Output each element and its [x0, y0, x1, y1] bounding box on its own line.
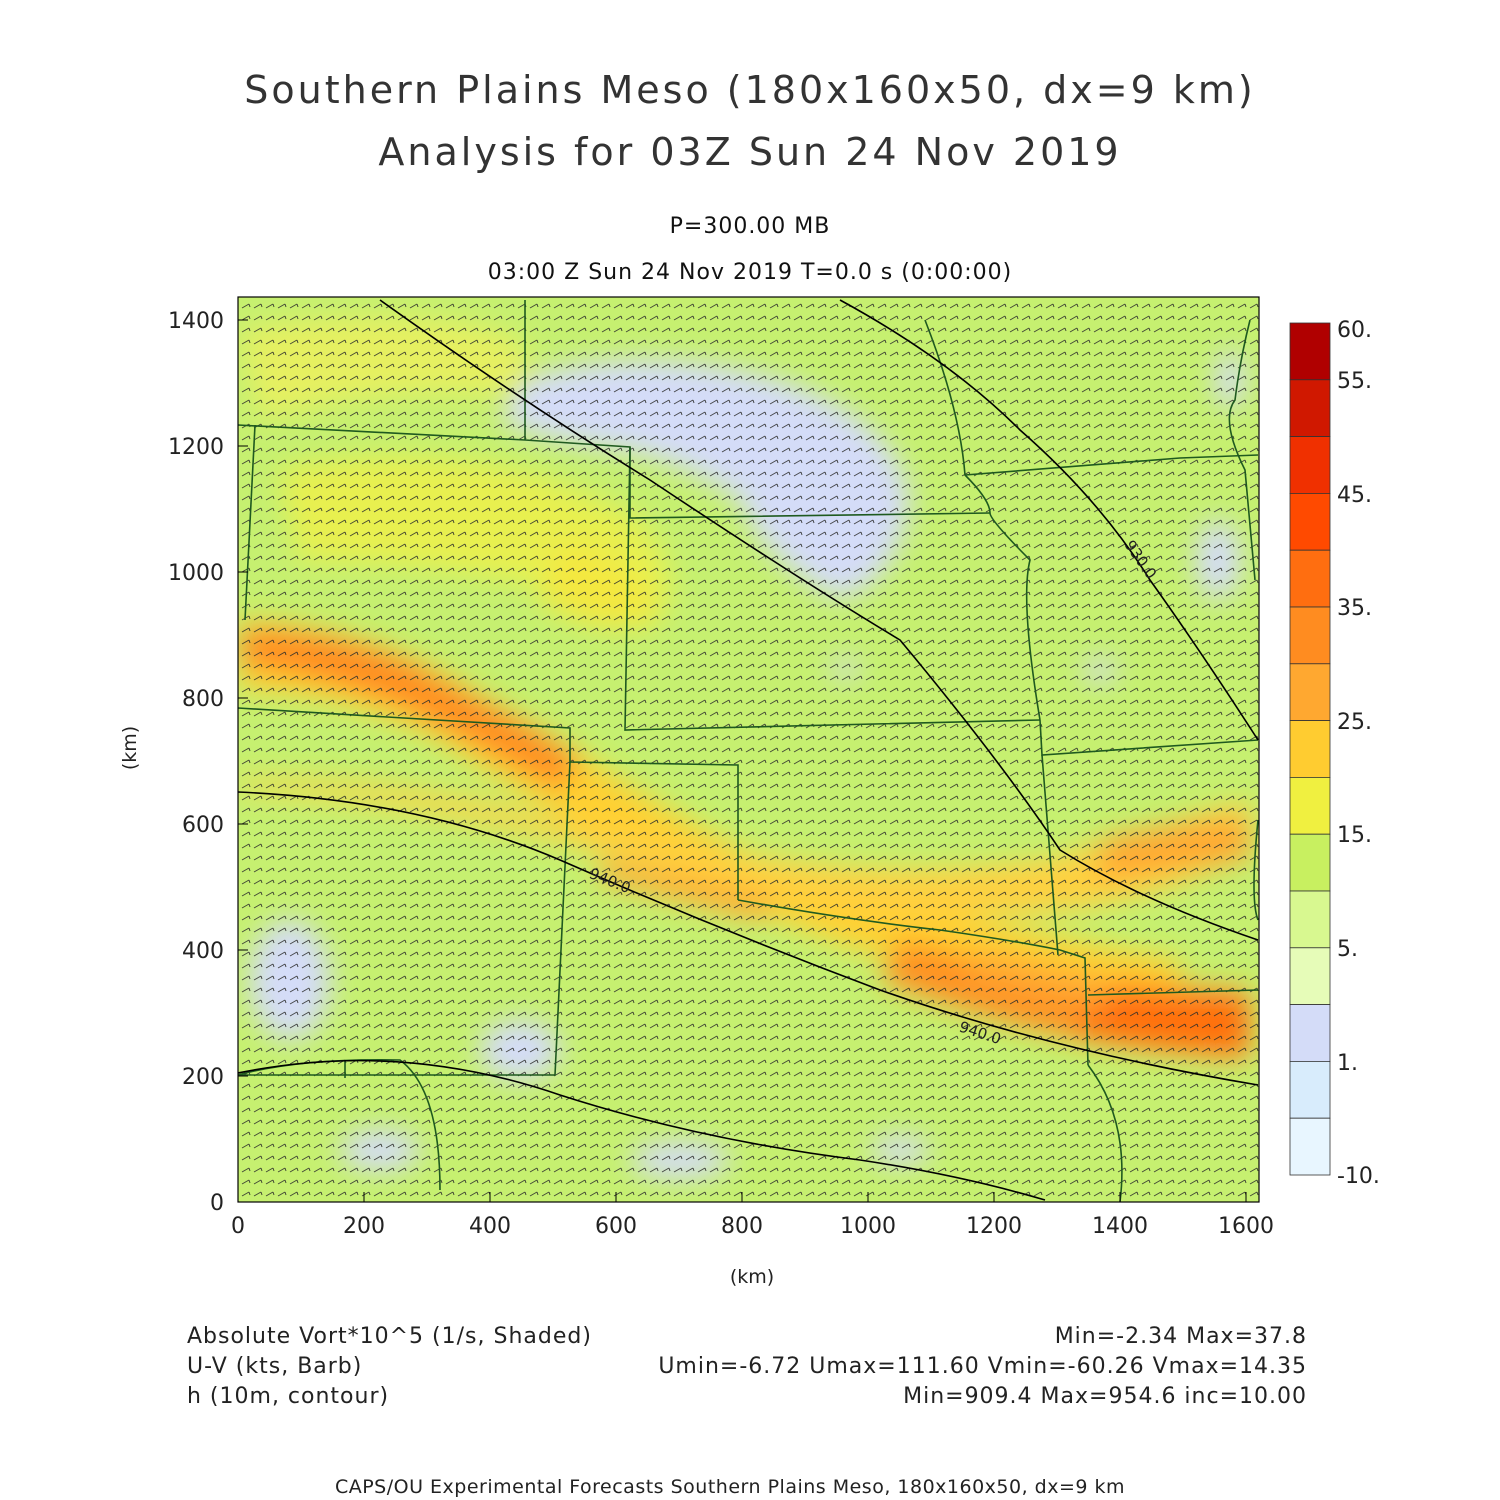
x-tick-label: 800	[721, 1214, 763, 1239]
y-tick-label: 1000	[168, 561, 224, 586]
colorbar-label: 55.	[1337, 369, 1372, 394]
colorbar	[1289, 322, 1331, 1176]
colorbar-swatch	[1289, 379, 1331, 437]
plot-frame	[237, 296, 1260, 1203]
legend-field-3-stats: Min=909.4 Max=954.6 inc=10.00	[903, 1384, 1307, 1409]
state-borders	[238, 300, 1259, 1202]
pressure-level: P=300.00 MB	[669, 214, 831, 239]
title-line-2: Analysis for 03Z Sun 24 Nov 2019	[378, 130, 1122, 174]
colorbar-label: 1.	[1337, 1051, 1358, 1076]
colorbar-swatch	[1289, 492, 1331, 551]
y-axis: 0 200 400 600 800 1000 1200 1400 (km)	[119, 309, 248, 1216]
y-tick-label: 800	[182, 687, 224, 712]
footer-credit: CAPS/OU Experimental Forecasts Southern …	[334, 1476, 1126, 1498]
colorbar-swatch	[1289, 436, 1331, 494]
legend-field-1: Absolute Vort*10^5 (1/s, Shaded)	[187, 1324, 592, 1349]
colorbar-swatch	[1289, 1004, 1331, 1062]
colorbar-swatch	[1289, 606, 1331, 665]
colorbar-swatch	[1289, 1061, 1331, 1119]
colorbar-swatch	[1289, 947, 1331, 1005]
colorbar-label: 45.	[1337, 483, 1372, 508]
x-tick-label: 1400	[1092, 1214, 1148, 1239]
legend-field-2-stats: Umin=-6.72 Umax=111.60 Vmin=-60.26 Vmax=…	[658, 1354, 1307, 1379]
colorbar-label: -10.	[1337, 1164, 1380, 1189]
colorbar-swatch	[1289, 1117, 1331, 1176]
legend-field-2: U-V (kts, Barb)	[187, 1354, 363, 1379]
y-axis-label: (km)	[119, 726, 141, 770]
legend-field-3: h (10m, contour)	[187, 1384, 390, 1409]
x-tick-label: 0	[231, 1214, 245, 1239]
colorbar-label: 25.	[1337, 710, 1372, 735]
x-tick-label: 600	[595, 1214, 637, 1239]
colorbar-swatch	[1289, 549, 1331, 608]
colorbar-labels: 60. 55. 45. 35. 25. 15. 5. 1. -10.	[1337, 318, 1380, 1189]
valid-time: 03:00 Z Sun 24 Nov 2019 T=0.0 s (0:00:00…	[487, 260, 1013, 285]
x-tick-label: 1000	[840, 1214, 896, 1239]
y-tick-label: 1400	[168, 309, 224, 334]
colorbar-swatch	[1289, 720, 1331, 778]
legend-field-1-stats: Min=-2.34 Max=37.8	[1054, 1324, 1307, 1349]
y-tick-label: 400	[182, 939, 224, 964]
y-tick-label: 1200	[168, 435, 224, 460]
colorbar-swatch	[1289, 833, 1331, 892]
x-axis: 0 200 400 600 800 1000 1200 1400 1600 (k…	[231, 1192, 1274, 1288]
colorbar-label: 60.	[1337, 318, 1372, 343]
x-axis-label: (km)	[730, 1266, 774, 1288]
colorbar-swatch	[1289, 890, 1331, 949]
colorbar-swatch	[1289, 322, 1331, 381]
colorbar-label: 15.	[1337, 823, 1372, 848]
y-tick-label: 200	[182, 1065, 224, 1090]
colorbar-label: 35.	[1337, 596, 1372, 621]
colorbar-swatch	[1289, 663, 1331, 721]
x-tick-label: 1200	[966, 1214, 1022, 1239]
x-tick-label: 200	[343, 1214, 385, 1239]
title-line-1: Southern Plains Meso (180x160x50, dx=9 k…	[244, 68, 1256, 112]
y-tick-label: 600	[182, 813, 224, 838]
height-contours	[238, 299, 1259, 1201]
x-tick-label: 1600	[1218, 1214, 1274, 1239]
colorbar-swatch	[1289, 777, 1331, 835]
y-tick-label: 0	[210, 1191, 224, 1216]
colorbar-label: 5.	[1337, 937, 1358, 962]
x-tick-label: 400	[469, 1214, 511, 1239]
